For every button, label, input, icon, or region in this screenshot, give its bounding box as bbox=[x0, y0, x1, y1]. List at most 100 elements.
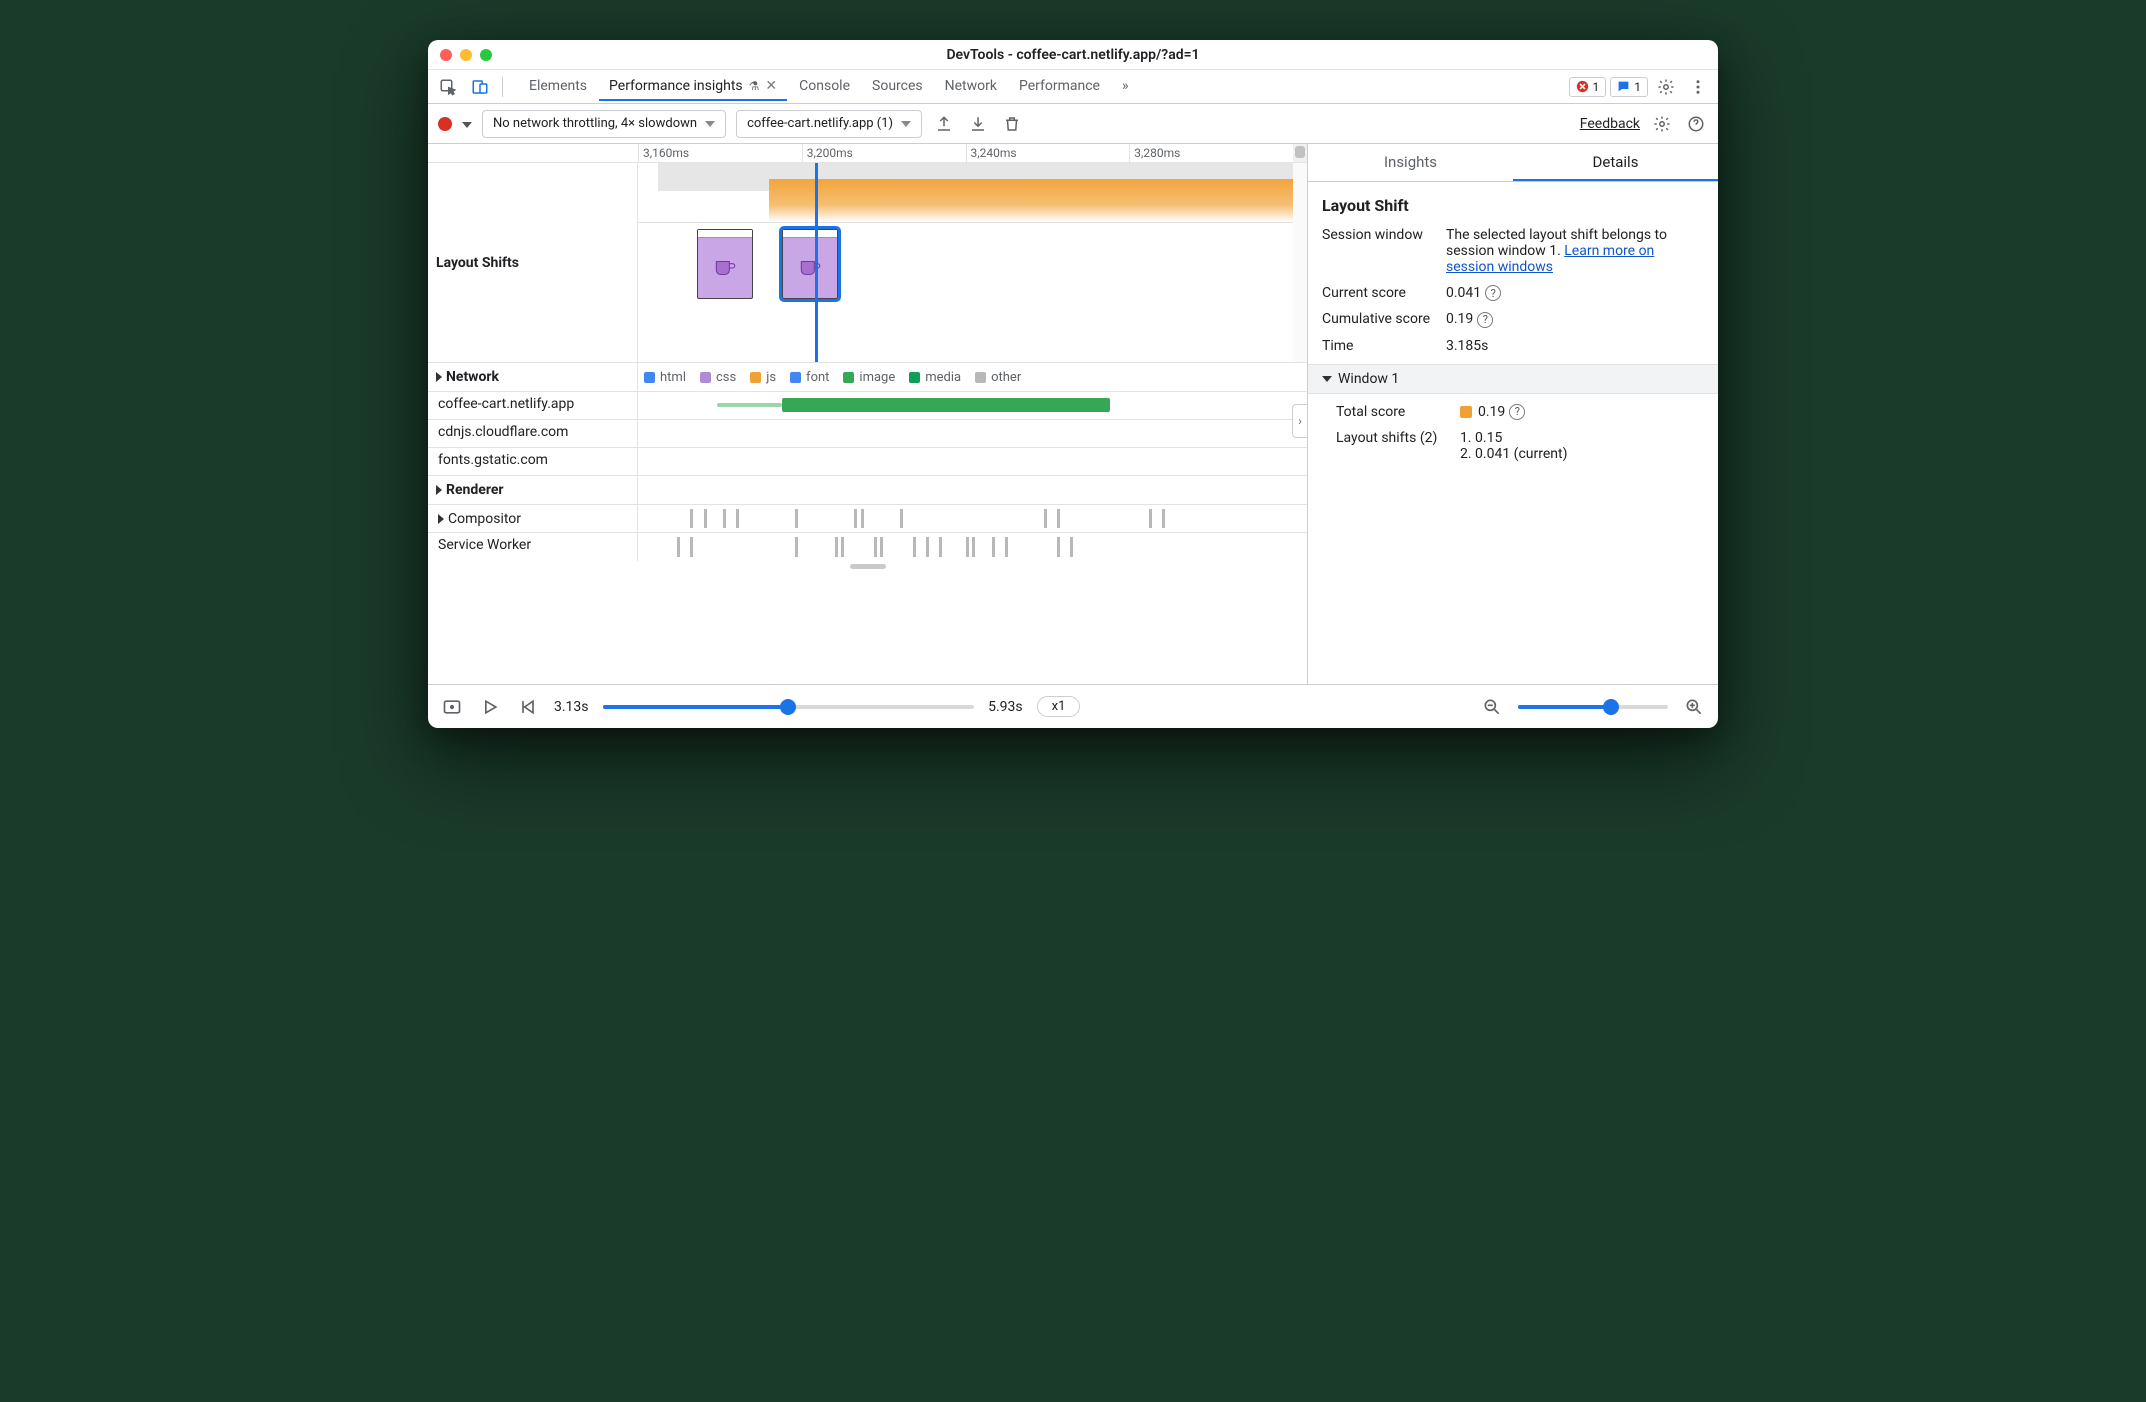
layout-shift-thumb[interactable] bbox=[782, 229, 838, 299]
network-bar[interactable] bbox=[782, 398, 1110, 412]
right-tabs: Insights Details bbox=[1308, 144, 1718, 182]
network-heading[interactable]: Network bbox=[428, 363, 638, 391]
panel-collapse-handle[interactable]: › bbox=[1292, 404, 1308, 438]
layout-shifts-track[interactable] bbox=[638, 163, 1293, 362]
network-bar[interactable] bbox=[717, 403, 783, 407]
help-icon[interactable] bbox=[1684, 112, 1708, 136]
time-range[interactable] bbox=[603, 705, 975, 709]
help-icon[interactable]: ? bbox=[1477, 312, 1493, 328]
network-domain-name: cdnjs.cloudflare.com bbox=[428, 420, 638, 447]
zoom-range[interactable] bbox=[1518, 705, 1668, 709]
legend-item: css bbox=[700, 370, 736, 385]
errors-count: 1 bbox=[1593, 80, 1600, 94]
inspect-element-icon[interactable] bbox=[434, 73, 462, 101]
time-value: 3.185s bbox=[1446, 338, 1704, 354]
zoom-in-icon[interactable] bbox=[1682, 695, 1706, 719]
messages-badge[interactable]: 1 bbox=[1610, 77, 1648, 97]
window-1-header[interactable]: Window 1 bbox=[1308, 364, 1718, 394]
cumulative-score-value: 0.19? bbox=[1446, 311, 1704, 327]
chevron-down-icon bbox=[462, 122, 472, 128]
titlebar: DevTools - coffee-cart.netlify.app/?ad=1 bbox=[428, 40, 1718, 70]
tab-label: Elements bbox=[529, 78, 587, 94]
network-legend: htmlcssjsfontimagemediaother bbox=[638, 363, 1293, 391]
layout-shift-item[interactable]: 2. 0.041 (current) bbox=[1460, 446, 1704, 462]
experiment-icon: ⚗︎ bbox=[749, 79, 760, 93]
network-domain-name: fonts.gstatic.com bbox=[428, 448, 638, 475]
play-icon[interactable] bbox=[478, 695, 502, 719]
maximize-window-dot[interactable] bbox=[480, 49, 492, 61]
total-score-label: Total score bbox=[1336, 404, 1446, 420]
help-icon[interactable]: ? bbox=[1485, 285, 1501, 301]
tab-label: Performance bbox=[1019, 78, 1100, 94]
window-1-label: Window 1 bbox=[1338, 371, 1399, 387]
import-icon[interactable] bbox=[966, 112, 990, 136]
tabs-overflow[interactable]: » bbox=[1112, 72, 1139, 101]
settings-gear-icon[interactable] bbox=[1652, 73, 1680, 101]
renderer-section: Renderer bbox=[428, 476, 1307, 505]
layout-shifts-label: Layout shifts (2) bbox=[1336, 430, 1446, 446]
layout-shift-item[interactable]: 1. 0.15 bbox=[1460, 430, 1704, 446]
throttling-select[interactable]: No network throttling, 4× slowdown bbox=[482, 110, 726, 138]
tab-sources[interactable]: Sources bbox=[862, 72, 933, 101]
close-window-dot[interactable] bbox=[440, 49, 452, 61]
messages-count: 1 bbox=[1634, 80, 1641, 94]
layout-shifts-lane: Layout Shifts bbox=[428, 163, 1307, 363]
layout-shift-thumb[interactable] bbox=[697, 229, 753, 299]
layout-shifts-list: 1. 0.15 2. 0.041 (current) bbox=[1460, 430, 1704, 462]
ruler-tick: 3,240ms bbox=[966, 144, 1130, 162]
layout-shift-thumbnails bbox=[638, 223, 1293, 303]
session-window-value: The selected layout shift belongs to ses… bbox=[1446, 227, 1704, 275]
resize-handle[interactable] bbox=[428, 561, 1307, 571]
screenshots-icon[interactable] bbox=[440, 695, 464, 719]
tab-insights[interactable]: Insights bbox=[1308, 144, 1513, 181]
score-swatch bbox=[1460, 406, 1472, 418]
layout-shifts-label: Layout Shifts bbox=[436, 255, 519, 271]
service-worker-label: Service Worker bbox=[428, 533, 638, 561]
tab-performance[interactable]: Performance bbox=[1009, 72, 1110, 101]
renderer-heading[interactable]: Renderer bbox=[428, 476, 638, 504]
tab-console[interactable]: Console bbox=[789, 72, 860, 101]
compositor-heading[interactable]: Compositor bbox=[428, 505, 638, 532]
feedback-link[interactable]: Feedback bbox=[1580, 116, 1640, 132]
help-icon[interactable]: ? bbox=[1509, 404, 1525, 420]
rewind-icon[interactable] bbox=[516, 695, 540, 719]
playhead[interactable] bbox=[815, 163, 818, 362]
playback-speed[interactable]: x1 bbox=[1037, 696, 1081, 717]
total-score-value: 0.19? bbox=[1460, 404, 1704, 420]
errors-badge[interactable]: 1 bbox=[1569, 77, 1607, 97]
legend-item: js bbox=[750, 370, 776, 385]
zoom-out-icon[interactable] bbox=[1480, 695, 1504, 719]
range-start-time: 3.13s bbox=[554, 699, 589, 715]
export-icon[interactable] bbox=[932, 112, 956, 136]
ls-score-bar bbox=[769, 179, 1293, 222]
tab-label: Network bbox=[945, 78, 997, 94]
time-label: Time bbox=[1322, 338, 1432, 354]
close-icon[interactable]: ✕ bbox=[765, 78, 777, 94]
window-traffic-lights[interactable] bbox=[440, 49, 492, 61]
tab-network[interactable]: Network bbox=[935, 72, 1007, 101]
target-select[interactable]: coffee-cart.netlify.app (1) bbox=[736, 110, 922, 138]
network-domain-row: coffee-cart.netlify.app bbox=[428, 392, 1307, 420]
top-row: Elements Performance insights ⚗︎ ✕ Conso… bbox=[428, 70, 1718, 104]
timeline-ruler: 3,160ms 3,200ms 3,240ms 3,280ms bbox=[428, 144, 1307, 163]
record-dropdown[interactable] bbox=[462, 116, 472, 132]
expand-icon bbox=[436, 372, 442, 382]
legend-item: image bbox=[843, 370, 895, 385]
panel-settings-gear-icon[interactable] bbox=[1650, 112, 1674, 136]
tab-details[interactable]: Details bbox=[1513, 144, 1718, 181]
device-toolbar-icon[interactable] bbox=[466, 73, 494, 101]
horizontal-scrollbar[interactable] bbox=[1293, 144, 1307, 162]
delete-icon[interactable] bbox=[1000, 112, 1024, 136]
footer: 3.13s 5.93s x1 bbox=[428, 684, 1718, 728]
divider bbox=[502, 77, 503, 97]
legend-item: html bbox=[644, 370, 686, 385]
details-heading: Layout Shift bbox=[1322, 196, 1704, 215]
tab-elements[interactable]: Elements bbox=[519, 72, 597, 101]
minimize-window-dot[interactable] bbox=[460, 49, 472, 61]
tab-label: Performance insights bbox=[609, 78, 743, 94]
lane-label: Layout Shifts bbox=[428, 163, 638, 362]
tab-performance-insights[interactable]: Performance insights ⚗︎ ✕ bbox=[599, 72, 787, 101]
kebab-menu-icon[interactable] bbox=[1684, 73, 1712, 101]
record-button[interactable] bbox=[438, 117, 452, 131]
tab-label: Console bbox=[799, 78, 850, 94]
